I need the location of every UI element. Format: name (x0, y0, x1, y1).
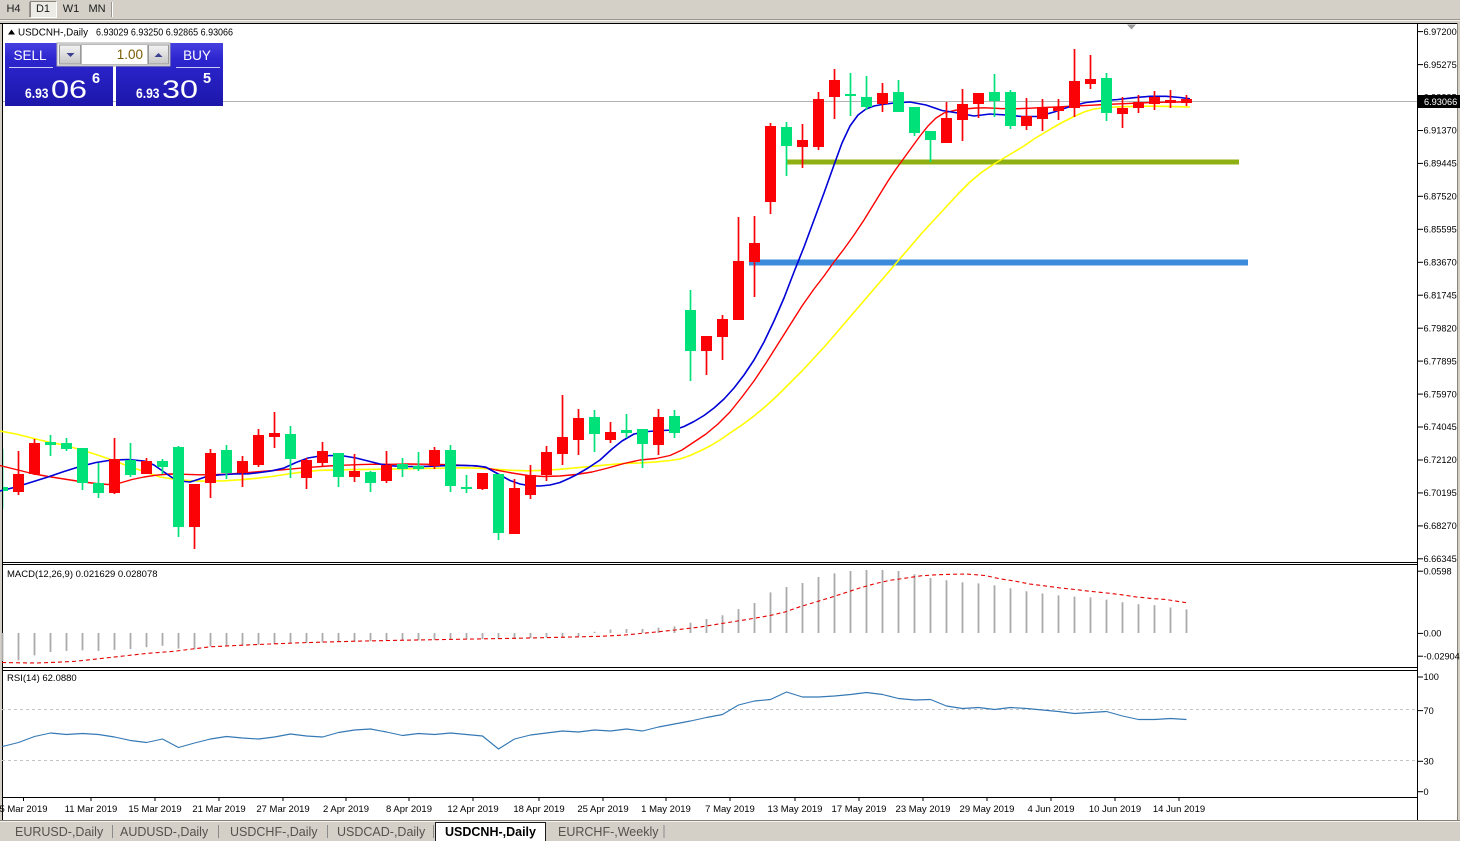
svg-text:EURUSD-,Daily: EURUSD-,Daily (15, 825, 104, 839)
svg-text:5 Mar 2019: 5 Mar 2019 (0, 804, 48, 815)
svg-text:MN: MN (88, 3, 105, 15)
svg-text:6.74045: 6.74045 (1424, 422, 1457, 432)
svg-text:29 May 2019: 29 May 2019 (960, 804, 1015, 815)
svg-text:6.72120: 6.72120 (1424, 455, 1457, 465)
svg-text:2 Apr 2019: 2 Apr 2019 (323, 804, 369, 815)
svg-text:5: 5 (203, 71, 211, 87)
svg-text:30: 30 (1424, 757, 1434, 767)
svg-text:6.93029 6.93250 6.92865 6.9306: 6.93029 6.93250 6.92865 6.93066 (96, 27, 233, 39)
svg-text:W1: W1 (63, 3, 80, 15)
svg-text:11 Mar 2019: 11 Mar 2019 (65, 804, 118, 815)
svg-text:USDCNH-,Daily: USDCNH-,Daily (445, 825, 536, 839)
svg-text:D1: D1 (36, 3, 50, 15)
svg-text:-0.029049: -0.029049 (1424, 651, 1460, 661)
svg-text:6.93066: 6.93066 (1424, 97, 1457, 107)
svg-text:10 Jun 2019: 10 Jun 2019 (1089, 804, 1141, 815)
svg-text:12 Apr 2019: 12 Apr 2019 (447, 804, 498, 815)
svg-text:1.00: 1.00 (117, 47, 143, 62)
svg-text:27 Mar 2019: 27 Mar 2019 (256, 804, 309, 815)
svg-text:14 Jun 2019: 14 Jun 2019 (1153, 804, 1205, 815)
svg-text:6.83670: 6.83670 (1424, 258, 1457, 268)
svg-text:4 Jun 2019: 4 Jun 2019 (1027, 804, 1074, 815)
svg-text:6.89445: 6.89445 (1424, 159, 1457, 169)
svg-text:BUY: BUY (183, 48, 211, 63)
svg-text:USDCAD-,Daily: USDCAD-,Daily (337, 825, 426, 839)
svg-text:0: 0 (1424, 787, 1429, 797)
svg-text:13 May 2019: 13 May 2019 (768, 804, 823, 815)
svg-text:06: 06 (51, 76, 87, 104)
svg-text:8 Apr 2019: 8 Apr 2019 (386, 804, 432, 815)
svg-text:USDCHF-,Daily: USDCHF-,Daily (230, 825, 318, 839)
svg-text:25 Apr 2019: 25 Apr 2019 (577, 804, 628, 815)
svg-text:6.97200: 6.97200 (1424, 27, 1457, 37)
svg-text:7 May 2019: 7 May 2019 (705, 804, 755, 815)
svg-text:23 May 2019: 23 May 2019 (896, 804, 951, 815)
svg-text:USDCNH-,Daily: USDCNH-,Daily (18, 27, 89, 39)
svg-text:AUDUSD-,Daily: AUDUSD-,Daily (120, 825, 209, 839)
svg-text:6.77895: 6.77895 (1424, 356, 1457, 366)
svg-text:0.0598: 0.0598 (1424, 566, 1452, 576)
svg-text:100: 100 (1424, 672, 1439, 682)
svg-text:6.91370: 6.91370 (1424, 126, 1457, 136)
svg-text:6.87520: 6.87520 (1424, 192, 1457, 202)
svg-text:6.81745: 6.81745 (1424, 290, 1457, 300)
svg-text:1 May 2019: 1 May 2019 (641, 804, 691, 815)
svg-text:6.75970: 6.75970 (1424, 389, 1457, 399)
svg-text:SELL: SELL (13, 48, 47, 63)
svg-text:MACD(12,26,9) 0.021629 0.02807: MACD(12,26,9) 0.021629 0.028078 (7, 569, 158, 580)
svg-text:6.79820: 6.79820 (1424, 323, 1457, 333)
svg-text:6.68270: 6.68270 (1424, 521, 1457, 531)
svg-text:6.70195: 6.70195 (1424, 488, 1457, 498)
svg-text:6.95275: 6.95275 (1424, 60, 1457, 70)
svg-text:RSI(14) 62.0880: RSI(14) 62.0880 (7, 673, 77, 684)
svg-text:70: 70 (1424, 706, 1434, 716)
svg-text:6: 6 (92, 71, 100, 87)
svg-text:6.66345: 6.66345 (1424, 554, 1457, 564)
svg-text:21 Mar 2019: 21 Mar 2019 (192, 804, 245, 815)
svg-text:18 Apr 2019: 18 Apr 2019 (513, 804, 564, 815)
svg-text:30: 30 (162, 76, 198, 104)
svg-text:6.93: 6.93 (25, 86, 49, 101)
svg-text:17 May 2019: 17 May 2019 (832, 804, 887, 815)
svg-text:H4: H4 (6, 3, 20, 15)
svg-text:0.00: 0.00 (1424, 629, 1442, 639)
svg-text:EURCHF-,Weekly: EURCHF-,Weekly (558, 825, 659, 839)
svg-text:15 Mar 2019: 15 Mar 2019 (128, 804, 181, 815)
svg-text:6.93: 6.93 (136, 86, 160, 101)
svg-text:6.85595: 6.85595 (1424, 225, 1457, 235)
